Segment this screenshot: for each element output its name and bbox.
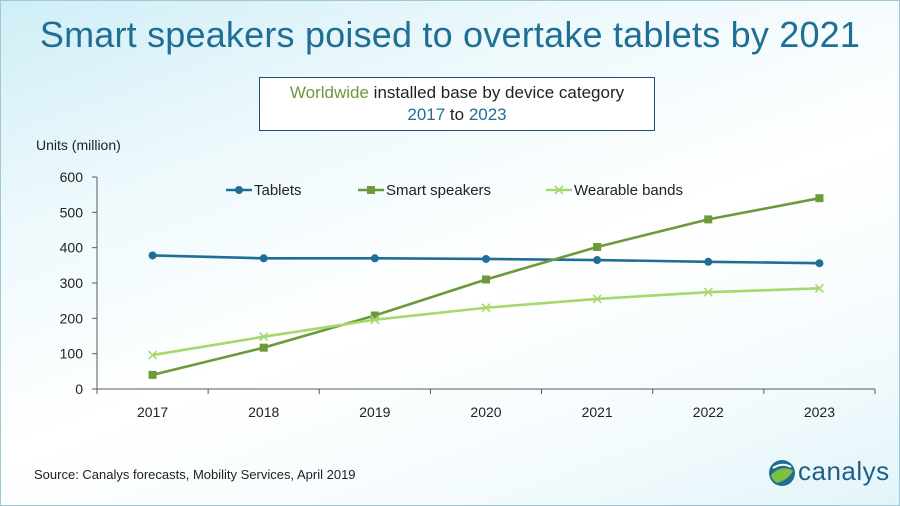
data-point-tablets	[259, 254, 268, 263]
data-point-tablets	[704, 257, 713, 266]
canalys-logo-text: canalys	[798, 456, 890, 486]
subtitle-year-start: 2017	[407, 105, 446, 124]
subtitle-worldwide: Worldwide	[289, 83, 369, 102]
data-point-wearable-bands	[259, 332, 269, 342]
data-point-tablets	[482, 254, 490, 263]
slide-title: Smart speakers poised to overtake tablet…	[39, 14, 861, 55]
x-tick-label: 2017	[137, 404, 168, 420]
data-point-wearable-bands	[592, 294, 602, 304]
data-point-smart-speakers	[704, 215, 713, 224]
x-tick-label: 2018	[248, 404, 279, 420]
data-point-tablets	[815, 259, 824, 268]
legend-label-smart-speakers: Smart speakers	[386, 182, 491, 199]
data-point-smart-speakers	[370, 311, 379, 320]
x-tick-label: 2021	[582, 404, 613, 420]
source-note: Source: Canalys forecasts, Mobility Serv…	[34, 467, 356, 482]
subtitle-year-end: 2023	[468, 105, 507, 124]
data-point-smart-speakers	[482, 275, 490, 284]
data-point-wearable-bands	[703, 287, 713, 297]
legend-label-wearable-bands: Wearable bands	[574, 182, 683, 199]
data-point-smart-speakers	[593, 242, 602, 251]
data-point-smart-speakers	[259, 343, 268, 352]
y-tick-label: 0	[75, 381, 83, 397]
data-point-tablets	[593, 256, 602, 265]
series-line-smart-speakers	[152, 196, 820, 377]
y-tick-label: 400	[60, 240, 84, 256]
x-tick-label: 2019	[359, 404, 390, 420]
legend-marker-wearable-bands	[554, 185, 564, 195]
x-tick-label: 2023	[804, 404, 835, 420]
y-tick-label: 500	[60, 204, 84, 220]
chart-subtitle-box: Worldwide installed base by device categ…	[259, 77, 655, 131]
subtitle-to: to	[445, 105, 469, 124]
y-axis-title: Units (million)	[36, 137, 121, 153]
x-tick-label: 2022	[693, 404, 724, 420]
y-tick-label: 100	[60, 346, 84, 362]
data-point-tablets	[370, 254, 379, 263]
legend-label-tablets: Tablets	[254, 182, 302, 199]
legend-marker-smart-speakers	[367, 186, 375, 194]
data-point-wearable-bands	[481, 303, 491, 313]
y-tick-label: 600	[60, 169, 84, 185]
data-point-wearable-bands	[814, 283, 824, 293]
y-tick-label: 300	[60, 275, 84, 291]
data-point-tablets	[148, 251, 157, 260]
y-tick-label: 200	[60, 310, 84, 326]
data-point-wearable-bands	[370, 315, 380, 325]
x-tick-label: 2020	[470, 404, 501, 420]
data-point-smart-speakers	[815, 194, 824, 203]
data-point-wearable-bands	[148, 350, 158, 360]
subtitle-description: installed base by device category	[368, 83, 625, 102]
canalys-logo-icon	[769, 460, 795, 486]
series-line-wearable-bands	[152, 287, 820, 357]
legend-marker-tablets	[235, 186, 243, 194]
data-point-smart-speakers	[148, 370, 157, 379]
